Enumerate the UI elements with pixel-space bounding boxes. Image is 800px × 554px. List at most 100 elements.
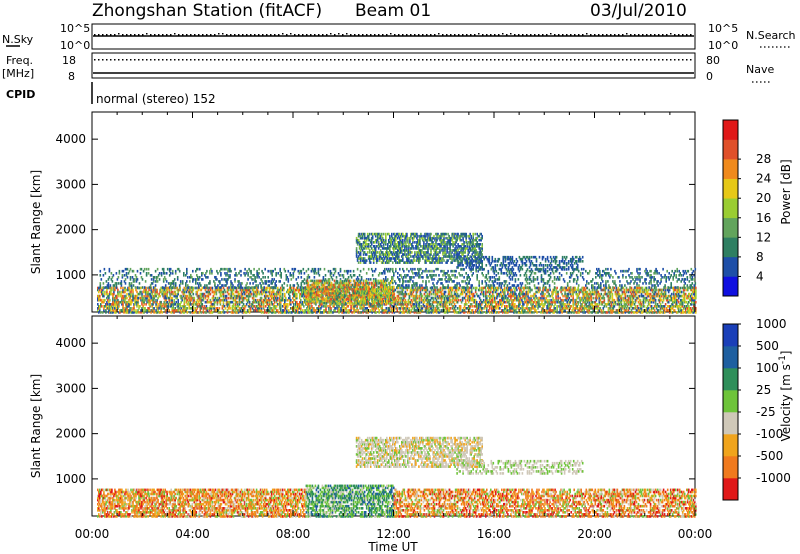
range-cell (129, 300, 131, 304)
range-cell (649, 298, 652, 302)
range-cell (480, 300, 483, 304)
range-cell (107, 303, 109, 306)
range-cell (170, 292, 172, 296)
range-cell (125, 303, 127, 306)
range-cell (170, 311, 172, 314)
range-cell (551, 292, 553, 296)
range-cell (539, 286, 541, 290)
range-cell (568, 303, 570, 306)
range-cell (247, 272, 249, 275)
range-cell (676, 307, 679, 310)
range-cell (540, 298, 542, 302)
range-cell (657, 288, 660, 292)
range-cell (626, 294, 629, 298)
range-cell (466, 296, 469, 300)
range-cell (272, 288, 275, 292)
range-cell (607, 300, 610, 304)
range-cell (467, 290, 470, 294)
range-cell (418, 305, 421, 308)
range-cell (544, 300, 546, 304)
range-cell (529, 307, 531, 310)
range-cell (242, 309, 245, 312)
range-cell (528, 309, 530, 312)
range-cell (128, 292, 130, 296)
range-cell (140, 267, 143, 271)
range-cell (432, 290, 435, 294)
range-cell (556, 292, 558, 296)
range-cell (581, 296, 583, 300)
range-cell (463, 296, 466, 300)
range-cell (251, 303, 254, 306)
range-cell (117, 276, 120, 279)
range-cell (506, 309, 508, 312)
nave-point (286, 59, 288, 61)
nsearch-tick-bottom: 10^0 (708, 39, 738, 52)
range-cell (216, 286, 218, 289)
range-cell (611, 309, 614, 312)
range-cell (653, 298, 656, 302)
range-cell (142, 309, 144, 312)
nsearch-point (558, 34, 560, 36)
range-cell (211, 272, 213, 275)
range-cell (532, 305, 534, 308)
range-cell (145, 267, 148, 271)
range-cell (402, 288, 405, 292)
range-cell (411, 303, 414, 306)
range-cell (623, 300, 626, 304)
range-cell (513, 292, 515, 296)
range-cell (610, 288, 613, 292)
range-cell (397, 300, 400, 304)
range-cell (455, 296, 458, 300)
range-cell (293, 292, 295, 296)
range-cell (113, 284, 116, 287)
range-cell (224, 290, 227, 294)
nsearch-point (394, 34, 396, 36)
range-cell (179, 294, 181, 298)
range-cell (162, 278, 165, 281)
range-cell (541, 309, 543, 312)
range-cell (548, 298, 550, 302)
range-cell (221, 290, 224, 294)
range-cell (582, 307, 584, 310)
range-cell (301, 294, 303, 298)
range-cell (568, 300, 570, 304)
range-cell (429, 286, 432, 290)
range-cell (631, 300, 634, 304)
range-cell (452, 305, 455, 308)
range-cell (448, 296, 451, 300)
range-cell (304, 290, 306, 294)
range-cell (235, 288, 238, 292)
range-cell (412, 296, 415, 300)
range-cell (293, 294, 295, 298)
range-cell (532, 294, 534, 298)
nave-point (594, 59, 596, 61)
range-cell (687, 286, 689, 290)
nsearch-point (442, 34, 444, 36)
range-cell (416, 300, 419, 304)
range-cell (614, 303, 617, 306)
range-cell (167, 303, 169, 306)
range-cell (433, 288, 436, 292)
range-cell (586, 292, 589, 296)
range-cell (591, 288, 594, 292)
range-cell (279, 307, 282, 310)
nsearch-point (582, 34, 584, 36)
range-cell (149, 286, 152, 289)
range-cell (549, 309, 551, 312)
range-cell (594, 307, 597, 310)
range-cell (292, 300, 294, 304)
range-cell (522, 292, 524, 296)
nave-point (350, 59, 352, 61)
range-cell (400, 292, 403, 296)
range-cell (472, 292, 475, 296)
range-cell (546, 300, 548, 304)
range-cell (164, 298, 166, 302)
range-cell (648, 292, 651, 296)
range-cell (301, 290, 303, 294)
range-cell (245, 272, 247, 275)
range-cell (655, 305, 658, 308)
range-cell (151, 290, 153, 294)
range-cell (152, 294, 154, 298)
range-cell (490, 290, 492, 294)
range-cell (481, 311, 484, 314)
